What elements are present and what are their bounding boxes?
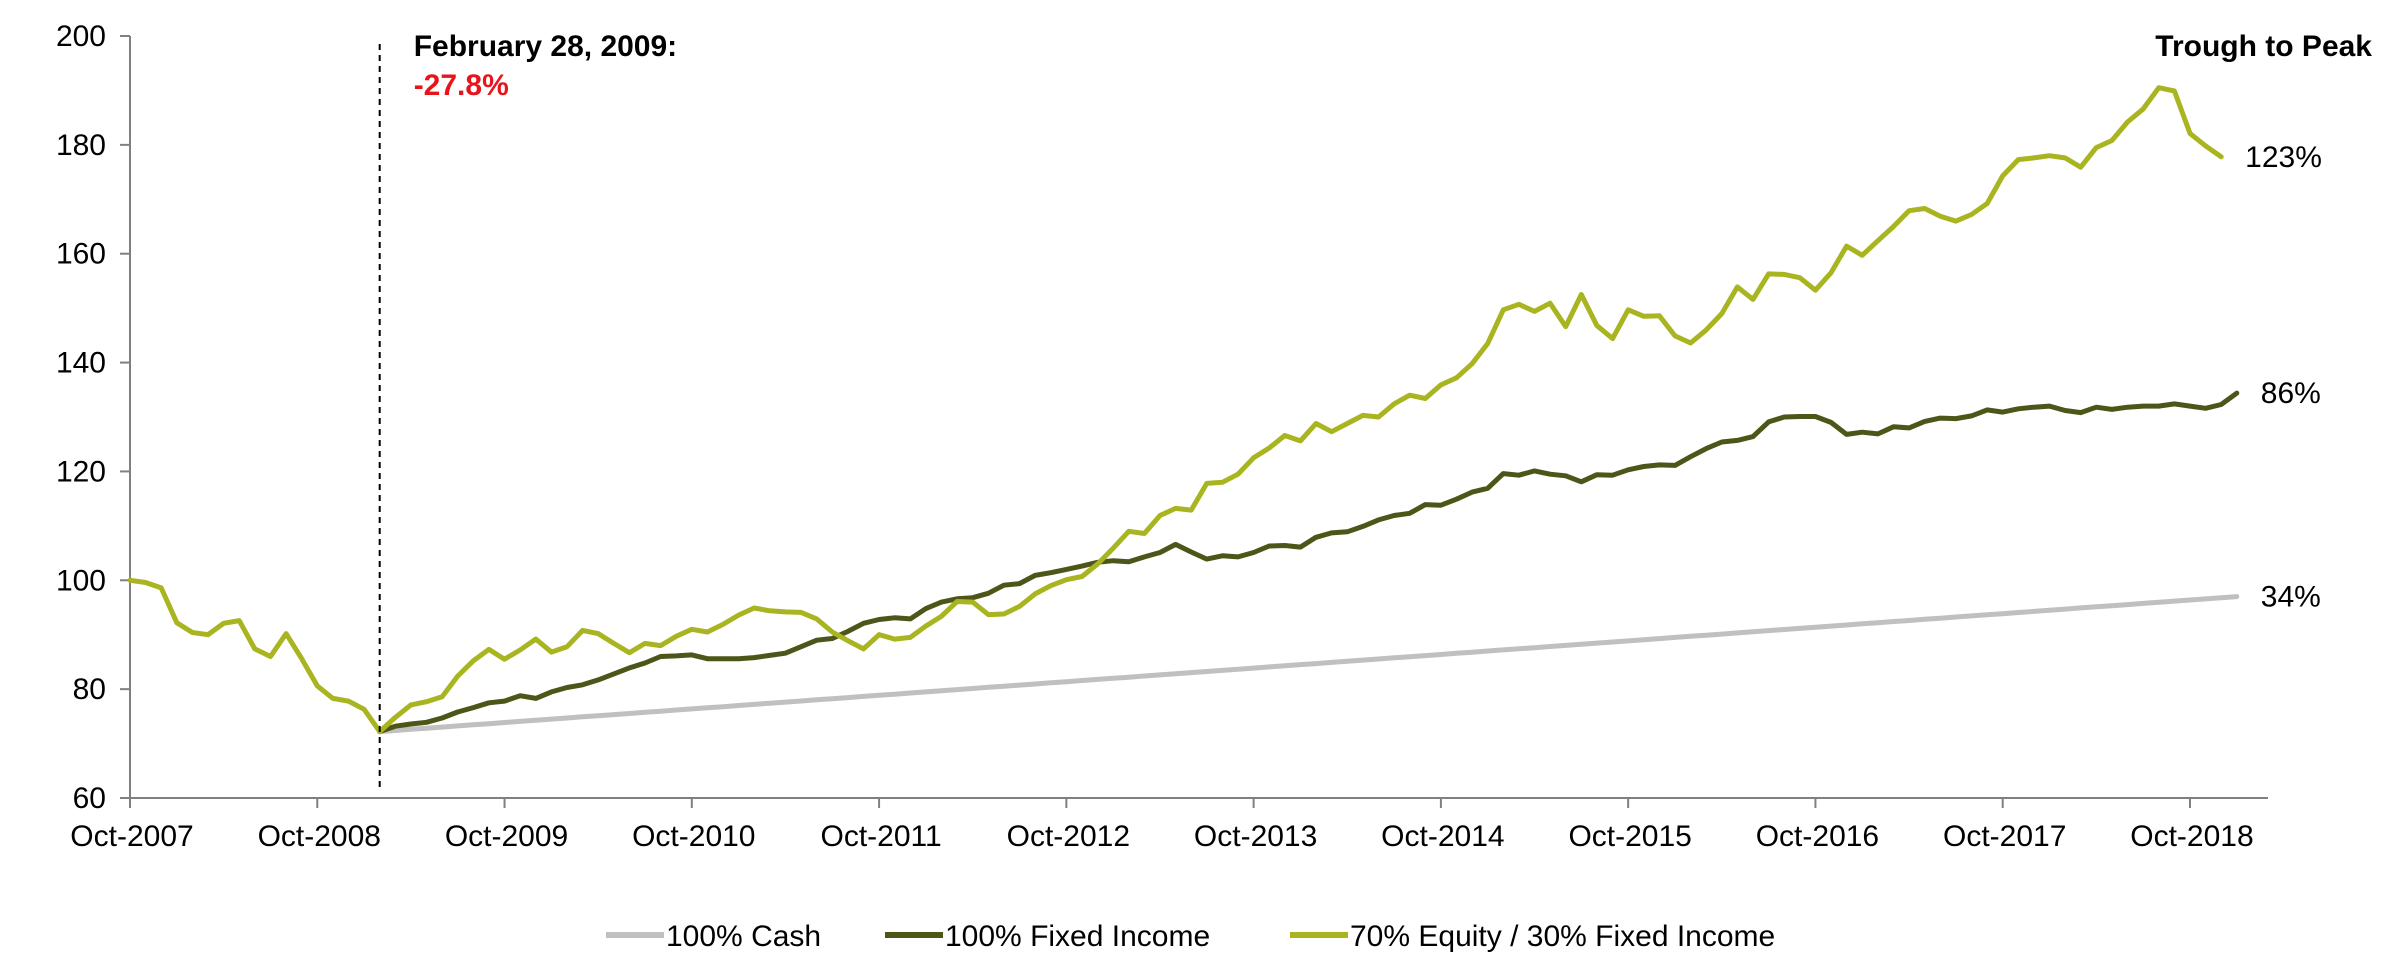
legend-label-cash: 100% Cash — [666, 920, 821, 953]
series-lines — [127, 85, 2240, 735]
x-tick-label: Oct-2014 — [1381, 820, 1504, 853]
end-label-cash: 34% — [2261, 581, 2321, 614]
x-tick-label: Oct-2010 — [632, 820, 755, 853]
y-tick-label: 60 — [73, 782, 106, 815]
series-line-equity — [127, 85, 2224, 735]
x-tick-label: Oct-2016 — [1756, 820, 1879, 853]
y-tick-label: 120 — [56, 455, 106, 488]
legend: 100% Cash 100% Fixed Income 70% Equity / 3… — [606, 920, 1775, 953]
y-tick-label: 180 — [56, 129, 106, 162]
x-tick-label: Oct-2012 — [1007, 820, 1130, 853]
chart-axes: 60 80 100 120 140 160 180 200 Oct-2007 Oct-2008 Oc… — [56, 20, 2268, 853]
x-tick-label: Oct-2007 — [70, 820, 193, 853]
y-tick-label: 140 — [56, 347, 106, 380]
end-label-equity: 123% — [2245, 141, 2322, 174]
y-tick-label: 200 — [56, 20, 106, 53]
y-tick-label: 100 — [56, 564, 106, 597]
end-label-fixed: 86% — [2261, 377, 2321, 410]
x-tick-label: Oct-2018 — [2130, 820, 2253, 853]
x-tick-label: Oct-2008 — [258, 820, 381, 853]
legend-label-fixed: 100% Fixed Income — [945, 920, 1210, 953]
x-tick-label: Oct-2017 — [1943, 820, 2066, 853]
x-tick-label: Oct-2009 — [445, 820, 568, 853]
y-tick-label: 80 — [73, 673, 106, 706]
x-tick-label: Oct-2013 — [1194, 820, 1317, 853]
annotation-layer: February 28, 2009: -27.8% Trough to Peak — [378, 30, 2372, 792]
x-tick-label: Oct-2011 — [820, 820, 941, 853]
x-tick-label: Oct-2015 — [1568, 820, 1691, 853]
annotation-date: February 28, 2009: — [414, 30, 677, 63]
series-line-fixed — [377, 390, 2240, 735]
trough-to-peak-header: Trough to Peak — [2155, 30, 2372, 63]
series-end-labels: 34% 86% 123% — [2245, 141, 2322, 614]
legend-label-equity: 70% Equity / 30% Fixed Income — [1350, 920, 1775, 953]
series-line-cash — [377, 594, 2240, 735]
annotation-value: -27.8% — [414, 69, 509, 102]
y-tick-label: 160 — [56, 238, 106, 271]
